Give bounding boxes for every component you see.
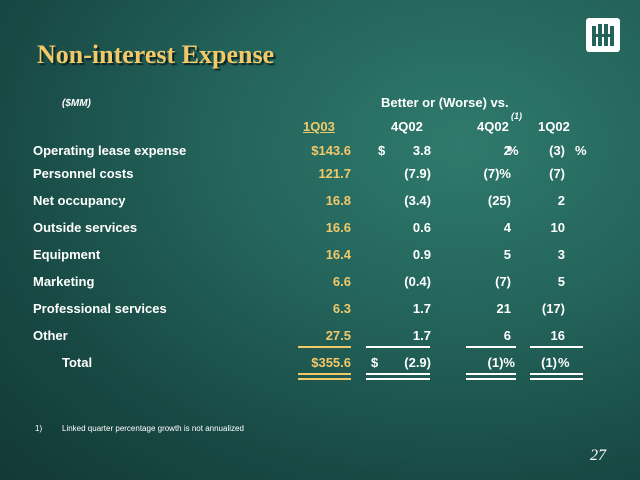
- row-4q02-change: (7.9): [404, 166, 431, 181]
- row-1q03-value: 27.5: [325, 328, 351, 343]
- row-1q02-pct-change: 10: [550, 220, 565, 235]
- unit-label: ($MM): [62, 98, 91, 109]
- row-4q02-pct-change: (25): [487, 193, 511, 208]
- row-1q03-value: 121.7: [318, 166, 351, 181]
- total-1q03: $355.6: [311, 355, 351, 370]
- row-4q02-change: (0.4): [404, 274, 431, 289]
- row-4q02-change: 3.8: [412, 143, 431, 158]
- row-label: Professional services: [33, 301, 167, 316]
- row-label: Personnel costs: [33, 166, 134, 181]
- row-4q02-change: 1.7: [412, 301, 431, 316]
- row-4q02-change: 0.9: [412, 247, 431, 262]
- row-label: Equipment: [33, 247, 101, 262]
- row-4q02-pct-change: (7)%: [483, 166, 511, 181]
- row-label: Net occupancy: [33, 193, 126, 208]
- subtotal-underline-1q02: [530, 346, 583, 348]
- row-1q03-value: 16.4: [325, 247, 351, 262]
- column-header-1q03: 1Q03: [303, 119, 335, 134]
- column-header-4q02-dollar: 4Q02: [391, 119, 423, 134]
- total-dollar-sign: $: [371, 355, 379, 370]
- row-1q03-value: 6.3: [332, 301, 351, 316]
- subtotal-underline-4q02: [366, 346, 430, 348]
- comparison-header: Better or (Worse) vs.: [381, 95, 509, 110]
- row-1q02-pct-change: 3: [557, 247, 565, 262]
- total-double-underline-pct-b: [466, 378, 516, 380]
- total-double-underline-4q02-a: [366, 373, 430, 375]
- row-1q02-pct-change: (17): [541, 301, 565, 316]
- row-4q02-pct-sign: %: [507, 143, 519, 158]
- total-1q02: (1): [541, 355, 557, 370]
- row-1q02-pct-change: 5: [557, 274, 565, 289]
- row-4q02-pct-change: 21: [496, 301, 511, 316]
- row-label: Marketing: [33, 274, 95, 289]
- row-1q02-pct-change: 2: [557, 193, 565, 208]
- total-double-underline-1q03-a: [298, 373, 351, 375]
- row-1q03-value: $143.6: [311, 143, 351, 158]
- row-4q02-change: 0.6: [412, 220, 431, 235]
- row-4q02-pct-change: 2: [503, 143, 511, 158]
- slide-title: Non-interest Expense: [37, 40, 275, 69]
- row-1q03-value: 6.6: [332, 274, 351, 289]
- total-4q02-pct: (1)%: [487, 355, 515, 370]
- company-logo-icon: [586, 18, 620, 52]
- footnote-text: Linked quarter percentage growth is not …: [62, 424, 244, 433]
- row-1q02-pct-change: 16: [550, 328, 565, 343]
- total-double-underline-1q03-b: [298, 378, 351, 380]
- total-double-underline-1q02-b: [530, 378, 583, 380]
- total-double-underline-1q02-a: [530, 373, 583, 375]
- column-header-4q02-percent: 4Q02: [477, 119, 509, 134]
- total-double-underline-pct-a: [466, 373, 516, 375]
- row-4q02-pct-change: 4: [503, 220, 511, 235]
- total-1q02-pct-sign: %: [558, 355, 570, 370]
- subtotal-underline-4q02-pct: [466, 346, 516, 348]
- row-1q02-pct-sign: %: [575, 143, 587, 158]
- row-label: Outside services: [33, 220, 138, 235]
- row-4q02-change: (3.4): [404, 193, 431, 208]
- total-double-underline-4q02-b: [366, 378, 430, 380]
- row-4q02-pct-change: (7): [495, 274, 511, 289]
- row-1q02-pct-change: (3): [549, 143, 565, 158]
- row-4q02-pct-change: 5: [503, 247, 511, 262]
- total-4q02: (2.9): [404, 355, 431, 370]
- row-1q02-pct-change: (7): [549, 166, 565, 181]
- row-label: Other: [33, 328, 68, 343]
- row-1q03-value: 16.8: [325, 193, 351, 208]
- total-label: Total: [62, 355, 93, 370]
- subtotal-underline-1q03: [298, 346, 351, 348]
- page-number: 27: [590, 447, 606, 464]
- row-label: Operating lease expense: [33, 143, 187, 158]
- footnote-number: 1): [35, 424, 43, 433]
- row-4q02-change: 1.7: [412, 328, 431, 343]
- column-header-1q02: 1Q02: [538, 119, 570, 134]
- row-4q02-pct-change: 6: [503, 328, 511, 343]
- footnote-marker: (1): [511, 111, 522, 121]
- row-dollar-sign: $: [378, 143, 386, 158]
- row-1q03-value: 16.6: [325, 220, 351, 235]
